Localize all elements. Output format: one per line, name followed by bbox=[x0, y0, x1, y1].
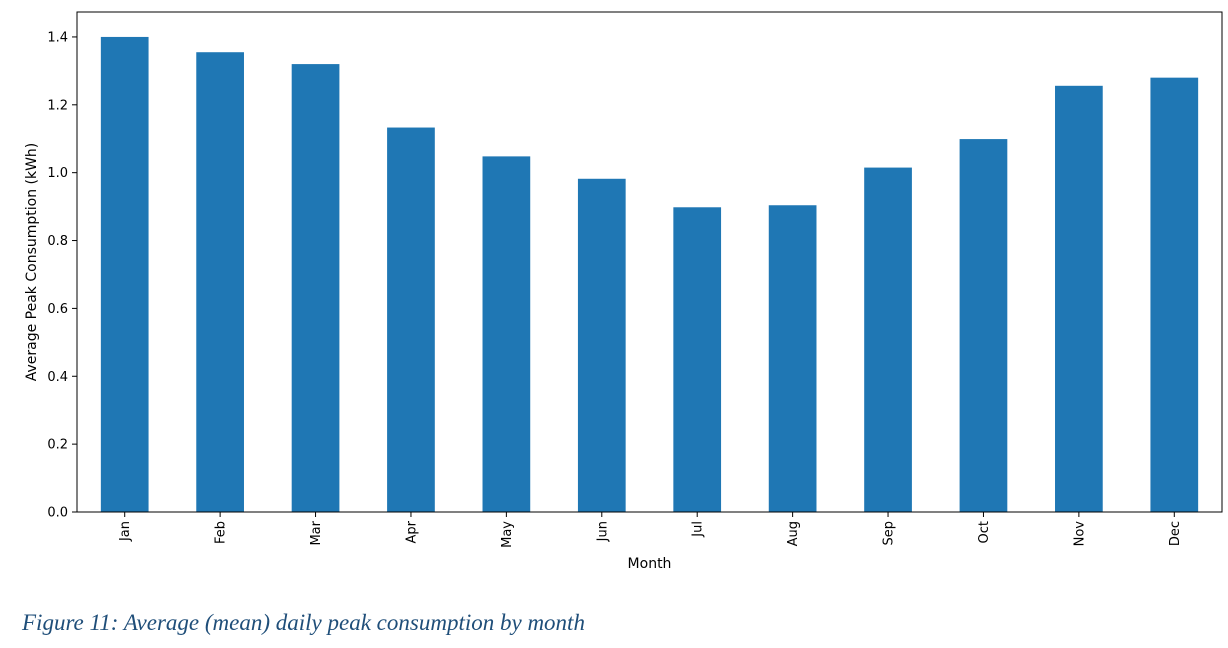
y-tick-label: 0.8 bbox=[47, 234, 68, 249]
y-axis-label: Average Peak Consumption (kWh) bbox=[24, 143, 40, 382]
x-tick-label: Dec bbox=[1168, 521, 1183, 546]
y-tick-label: 0.0 bbox=[47, 506, 68, 521]
y-tick-label: 0.4 bbox=[47, 370, 68, 385]
x-tick-label: Feb bbox=[214, 521, 229, 544]
x-axis-label: Month bbox=[628, 556, 672, 572]
bar-jun bbox=[577, 178, 626, 512]
y-tick-label: 0.6 bbox=[47, 302, 68, 317]
plot-frame bbox=[76, 11, 1223, 513]
y-tick-label: 1.2 bbox=[47, 98, 68, 113]
bar-chart: 0.0 0.2 0.4 0.6 0.8 1.0 1.2 1.4 Jan Feb Mar Apr May… bbox=[24, 11, 1223, 572]
y-axis-ticks: 0.0 0.2 0.4 0.6 0.8 1.0 1.2 1.4 bbox=[47, 30, 77, 521]
bar-may bbox=[482, 156, 531, 512]
bar-oct bbox=[959, 139, 1008, 512]
x-tick-label: Mar bbox=[309, 520, 324, 545]
y-tick-label: 1.4 bbox=[47, 30, 68, 45]
bars-layer bbox=[100, 36, 1199, 513]
x-axis-ticks: Jan Feb Mar Apr May Jun Jul Aug Sep Oct Nov Dec bbox=[118, 512, 1183, 548]
figure-caption: Figure 11: Average (mean) daily peak con… bbox=[22, 610, 585, 635]
x-tick-label: Jan bbox=[118, 521, 133, 542]
bar-sep bbox=[864, 167, 912, 512]
bar-nov bbox=[1055, 85, 1103, 513]
x-tick-label: Aug bbox=[786, 521, 801, 546]
bar-aug bbox=[768, 205, 817, 512]
x-tick-label: May bbox=[500, 521, 515, 548]
x-tick-label: Nov bbox=[1072, 521, 1087, 547]
x-tick-label: Sep bbox=[882, 521, 897, 546]
bar-feb bbox=[196, 52, 244, 513]
bar-jan bbox=[100, 36, 149, 512]
x-tick-label: Oct bbox=[977, 521, 992, 543]
y-tick-label: 1.0 bbox=[47, 166, 68, 181]
x-tick-label: Jul bbox=[691, 521, 706, 538]
x-tick-label: Apr bbox=[404, 520, 419, 543]
bar-apr bbox=[387, 127, 435, 512]
bar-mar bbox=[291, 64, 340, 512]
y-tick-label: 0.2 bbox=[47, 438, 68, 453]
x-tick-label: Jun bbox=[595, 521, 610, 542]
bar-dec bbox=[1150, 77, 1199, 512]
bar-jul bbox=[673, 207, 722, 512]
